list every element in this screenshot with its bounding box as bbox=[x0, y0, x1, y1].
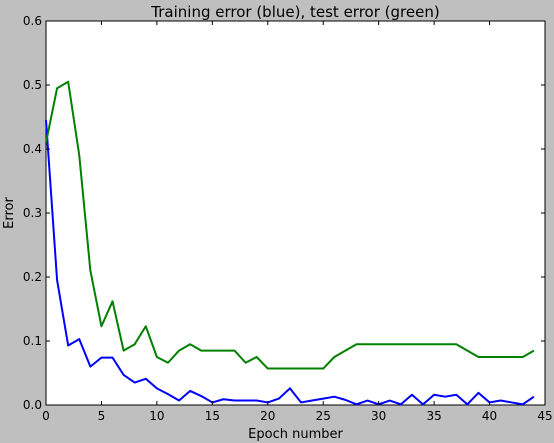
y-tick-label: 0.3 bbox=[23, 206, 42, 220]
x-axis-label: Epoch number bbox=[248, 427, 343, 442]
y-tick-label: 0.2 bbox=[23, 270, 42, 284]
y-tick-label: 0.6 bbox=[23, 14, 42, 28]
x-tick-label: 10 bbox=[149, 409, 164, 423]
x-tick-label: 35 bbox=[426, 409, 441, 423]
series-line-0 bbox=[45, 120, 535, 406]
x-tick-label: 15 bbox=[205, 409, 220, 423]
y-tick-label: 0.1 bbox=[23, 334, 42, 348]
y-tick-label: 0.4 bbox=[23, 142, 42, 156]
ticks-layer: 0 5 10 15 20 25 30 35 40 45 0.0 0.1 0.2 0.3 0.4 0.5 0.6 bbox=[23, 14, 553, 423]
x-tick-label: 25 bbox=[316, 409, 331, 423]
series-layer bbox=[45, 80, 535, 406]
plot-area bbox=[45, 20, 546, 406]
y-tick-label: 0.0 bbox=[23, 398, 42, 412]
x-tick-label: 0 bbox=[42, 409, 50, 423]
series-line-1 bbox=[45, 80, 535, 370]
x-tick-label: 40 bbox=[482, 409, 497, 423]
y-tick-label: 0.5 bbox=[23, 78, 42, 92]
x-tick-label: 45 bbox=[537, 409, 552, 423]
x-tick-label: 30 bbox=[371, 409, 386, 423]
y-axis-label: Error bbox=[2, 197, 17, 229]
x-tick-label: 5 bbox=[98, 409, 106, 423]
chart-title: Training error (blue), test error (green… bbox=[150, 3, 439, 21]
x-tick-label: 20 bbox=[260, 409, 275, 423]
